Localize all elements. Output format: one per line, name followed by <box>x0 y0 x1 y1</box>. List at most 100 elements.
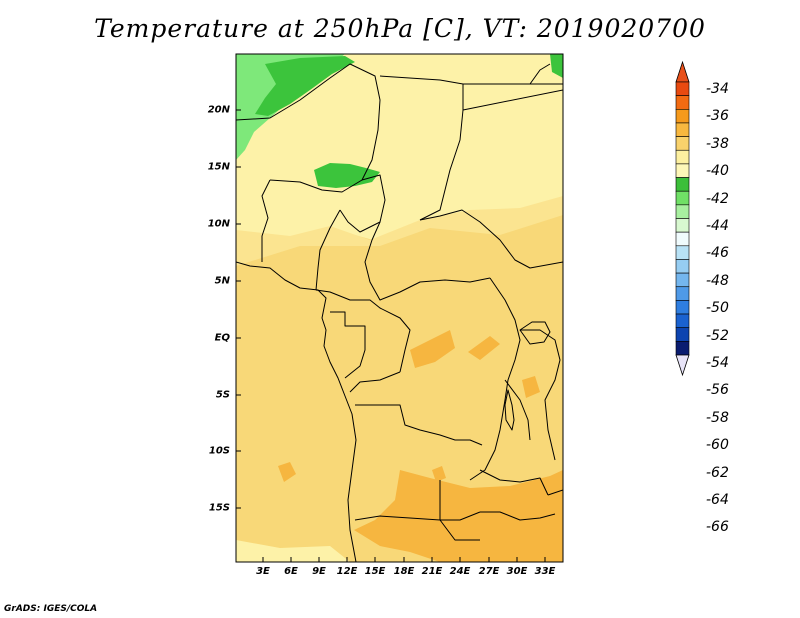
colorbar-label: -60 <box>706 437 729 454</box>
field-warm-patch-1 <box>410 330 455 368</box>
colorbar-segment <box>675 327 690 342</box>
field-layers <box>236 54 563 562</box>
colorbar-label: -44 <box>706 218 729 234</box>
lon-label: 9E <box>312 566 326 577</box>
lon-label: 21E <box>421 566 443 577</box>
border-line <box>349 371 401 393</box>
colorbar-segment <box>675 177 690 192</box>
colorbar <box>675 60 690 377</box>
field-green-nw <box>255 56 355 116</box>
colorbar-segment <box>675 81 690 96</box>
colorbar-segment <box>675 231 690 247</box>
colorbar-segment <box>675 218 690 233</box>
colorbar-segment <box>675 149 690 165</box>
field-green-light-nw <box>236 54 345 160</box>
colorbar-label: -34 <box>706 81 729 97</box>
colorbar-label: -42 <box>706 190 729 207</box>
colorbar-segment <box>675 286 690 301</box>
field-green-chad <box>314 163 380 188</box>
colorbar-label: -52 <box>706 327 729 344</box>
colorbar-label: -66 <box>706 519 729 536</box>
lon-label: 27E <box>478 566 500 577</box>
lon-label: 30E <box>506 566 528 577</box>
colorbar-segment <box>675 313 690 328</box>
border-line <box>504 389 515 431</box>
colorbar-label: -62 <box>706 464 729 481</box>
border-line <box>315 209 341 291</box>
field-warm-patch-2 <box>468 336 500 360</box>
colorbar-bottom-arrow <box>675 354 690 377</box>
colorbar-segment <box>675 341 690 356</box>
axis-ticks <box>236 109 546 562</box>
colorbar-segment <box>675 300 690 315</box>
border-line <box>439 480 480 541</box>
colorbar-top-arrow <box>675 60 690 83</box>
field-green-ne <box>550 54 563 78</box>
border-line <box>261 179 271 262</box>
map-title: Temperature at 250hPa [C], VT: 201902070… <box>94 14 706 43</box>
colorbar-segment <box>675 136 690 151</box>
colorbar-label: -38 <box>706 135 729 152</box>
country-borders <box>236 63 563 562</box>
field-medium-band <box>236 196 563 266</box>
colorbar-label: -36 <box>706 108 729 125</box>
colorbar-label: -40 <box>706 163 729 180</box>
field-warm-patch-3 <box>278 462 296 482</box>
colorbar-label: -54 <box>706 355 729 371</box>
colorbar-segment <box>675 245 690 260</box>
border-line <box>479 469 549 496</box>
lat-label: 10N <box>207 218 230 230</box>
lat-label: 15N <box>207 161 230 173</box>
credit-text: GrADS: IGES/COLA <box>4 604 98 614</box>
lon-label: 3E <box>256 566 270 577</box>
lon-label: 33E <box>534 566 556 577</box>
border-line <box>364 221 491 301</box>
field-light-southwest <box>236 540 350 562</box>
border-line <box>354 511 481 521</box>
colorbar-label: -48 <box>706 272 729 289</box>
lat-label: 5S <box>215 389 230 401</box>
border-line <box>520 329 561 461</box>
border-line <box>269 179 363 193</box>
colorbar-segment <box>675 122 690 137</box>
border-line <box>355 404 483 446</box>
lat-label: 20N <box>207 104 230 116</box>
lat-label: 10S <box>208 445 230 457</box>
lat-label: EQ <box>214 332 230 344</box>
temperature-field <box>236 54 563 562</box>
lon-label: 15E <box>364 566 386 577</box>
border-line <box>480 511 556 521</box>
field-warm-patch-4 <box>432 466 446 482</box>
border-line <box>469 277 521 481</box>
border-line <box>519 321 551 345</box>
colorbar-segment <box>675 190 690 206</box>
border-line <box>547 489 563 496</box>
field-warm-south <box>354 470 563 562</box>
lat-label: 5N <box>214 275 230 287</box>
border-line <box>462 89 563 111</box>
border-line <box>419 209 563 269</box>
map-frame <box>235 53 564 563</box>
border-line <box>236 63 381 181</box>
colorbar-label: -56 <box>706 382 729 399</box>
border-line <box>330 311 366 379</box>
border-line <box>315 289 411 373</box>
colorbar-label: -58 <box>706 409 729 426</box>
colorbar-segment <box>675 163 690 178</box>
lat-label: 15S <box>208 502 230 514</box>
colorbar-label: -50 <box>706 300 729 317</box>
border-line <box>529 63 551 85</box>
border-line <box>379 75 464 221</box>
lon-label: 24E <box>449 566 471 577</box>
border-line <box>504 379 531 441</box>
colorbar-segment <box>675 204 690 219</box>
colorbar-label: -64 <box>706 492 729 508</box>
colorbar-segment <box>675 259 690 274</box>
border-lines <box>236 63 563 562</box>
border-line <box>236 261 357 562</box>
colorbar-label: -46 <box>706 245 729 262</box>
colorbar-segment <box>675 95 690 110</box>
field-warm-patch-5 <box>522 376 540 398</box>
